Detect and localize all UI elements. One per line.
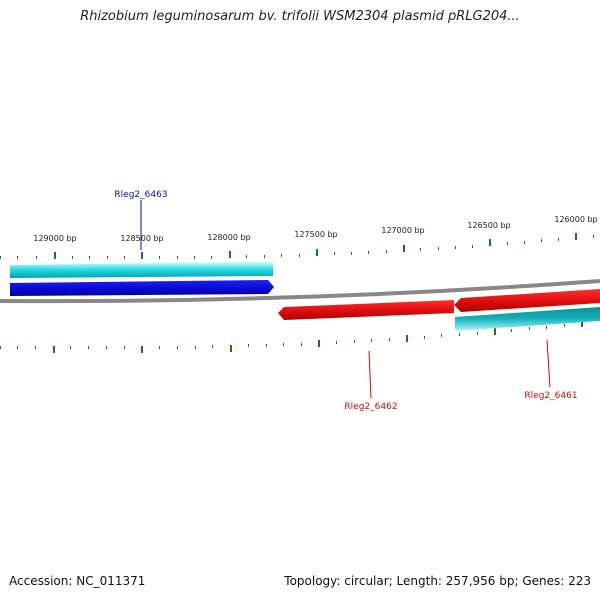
gene-label-rleg2-6461[interactable]: Rleg2_6461	[524, 391, 577, 401]
outer-ticks	[0, 233, 594, 259]
scale-label-127000: 127000 bp	[381, 226, 424, 235]
scale-labels: 129000 bp 128500 bp 128000 bp 127500 bp …	[33, 215, 597, 243]
gene-label-rleg2-6462[interactable]: Rleg2_6462	[344, 402, 397, 412]
gene-rleg2-6463-cds[interactable]	[10, 262, 273, 278]
scale-label-128000: 128000 bp	[207, 233, 250, 242]
label-line-rleg2-6461	[546, 339, 551, 388]
scale-label-129000: 129000 bp	[33, 234, 76, 243]
gene-label-rleg2-6463[interactable]: Rleg2_6463	[114, 190, 167, 200]
scale-label-126500: 126500 bp	[467, 221, 510, 230]
topology-text: Topology: circular; Length: 257,956 bp; …	[284, 574, 591, 588]
accession-text: Accession: NC_011371	[9, 574, 146, 588]
map-title: Rhizobium leguminosarum bv. trifolii WSM…	[80, 9, 520, 24]
backbone-arc	[0, 279, 600, 304]
gene-rleg2-6461-arrow[interactable]	[454, 289, 600, 312]
gene-rleg2-6463-arrow[interactable]	[10, 280, 274, 296]
scale-label-127500: 127500 bp	[294, 230, 337, 239]
inner-ticks	[0, 320, 583, 353]
scale-label-126000: 126000 bp	[554, 215, 597, 224]
label-line-rleg2-6462	[368, 350, 372, 399]
scale-label-128500: 128500 bp	[120, 234, 163, 243]
gene-rleg2-6462-arrow[interactable]	[278, 300, 454, 320]
gene-rleg2-6461-cds[interactable]	[455, 307, 600, 331]
